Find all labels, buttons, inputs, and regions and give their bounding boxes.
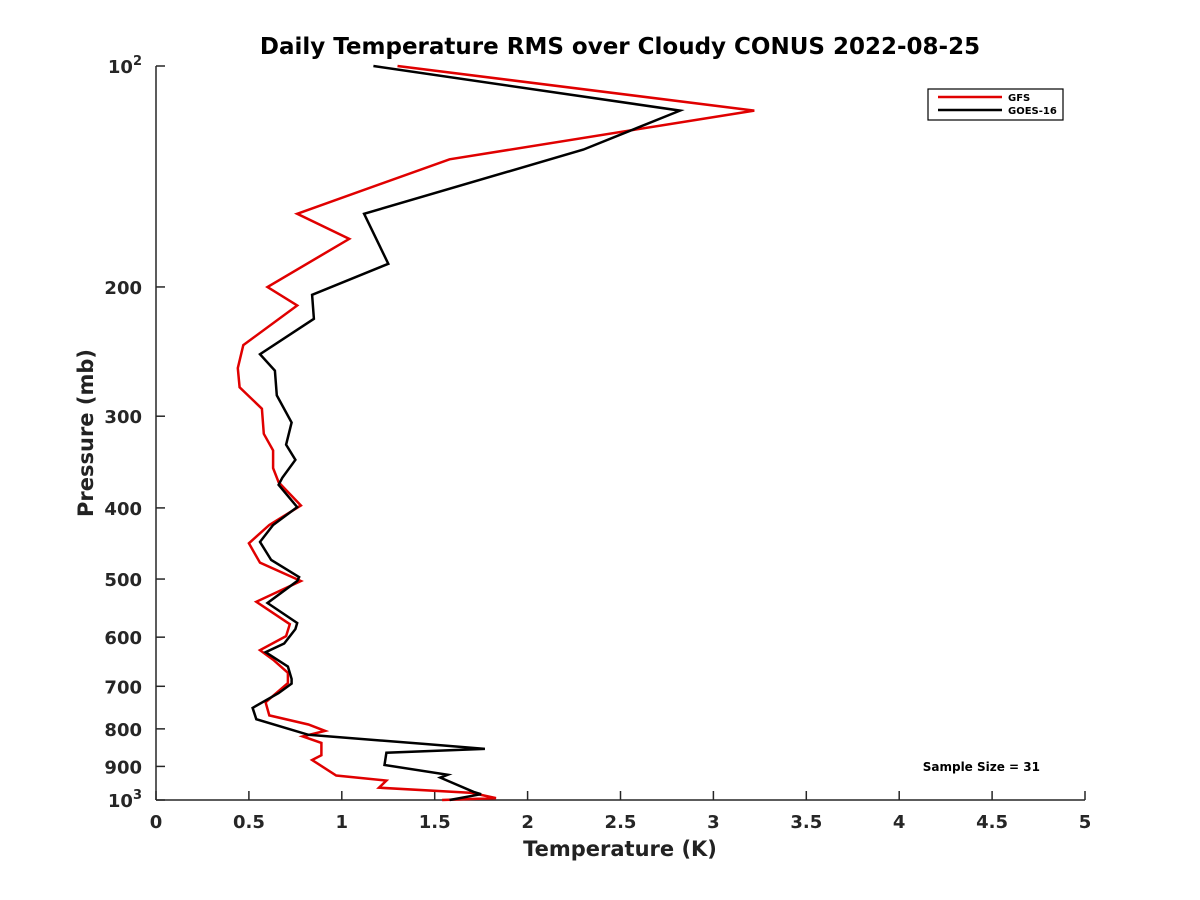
x-tick-label: 1.5 bbox=[419, 812, 451, 833]
x-axis-ticks: 0 0.5 1 1.5 2 2.5 3 3.5 4 4.5 5 bbox=[150, 791, 1092, 833]
y-tick-exponent: 2 bbox=[133, 54, 142, 69]
y-tick-label: 102 bbox=[108, 54, 142, 78]
series-line-gfs bbox=[236, 64, 755, 802]
y-tick-label: 800 bbox=[104, 720, 142, 741]
series-group bbox=[236, 64, 755, 802]
x-tick-label: 3 bbox=[707, 812, 720, 833]
y-tick-label: 300 bbox=[104, 407, 142, 428]
y-tick-exponent: 3 bbox=[133, 788, 142, 803]
x-axis-label: Temperature (K) bbox=[523, 837, 717, 861]
y-tick-label: 400 bbox=[104, 499, 142, 520]
x-tick-label: 5 bbox=[1079, 812, 1092, 833]
plot-axes bbox=[155, 66, 1085, 801]
legend: GFS GOES-16 bbox=[927, 88, 1064, 121]
x-tick-label: 4 bbox=[893, 812, 906, 833]
x-tick-label: 0 bbox=[150, 812, 163, 833]
x-tick-label: 0.5 bbox=[233, 812, 265, 833]
x-tick-label: 4.5 bbox=[976, 812, 1008, 833]
y-axis-label: Pressure (mb) bbox=[74, 349, 98, 517]
legend-label-goes16: GOES-16 bbox=[1008, 106, 1057, 117]
y-tick-label: 900 bbox=[104, 757, 142, 778]
chart-title: Daily Temperature RMS over Cloudy CONUS … bbox=[260, 34, 980, 60]
legend-box bbox=[927, 88, 1064, 121]
x-tick-label: 1 bbox=[336, 812, 349, 833]
y-tick-label: 103 bbox=[108, 788, 142, 812]
y-tick-label: 500 bbox=[104, 570, 142, 591]
sample-size-annotation: Sample Size = 31 bbox=[923, 760, 1040, 774]
x-tick-label: 2 bbox=[521, 812, 534, 833]
y-tick-base: 10 bbox=[108, 57, 133, 78]
y-tick-label: 700 bbox=[104, 677, 142, 698]
y-tick-label: 600 bbox=[104, 628, 142, 649]
x-tick-label: 3.5 bbox=[790, 812, 822, 833]
y-tick-label: 200 bbox=[104, 278, 142, 299]
y-tick-base: 10 bbox=[108, 791, 133, 812]
legend-label-gfs: GFS bbox=[1008, 93, 1030, 104]
x-tick-label: 2.5 bbox=[605, 812, 637, 833]
series-line-goes16 bbox=[251, 64, 685, 802]
